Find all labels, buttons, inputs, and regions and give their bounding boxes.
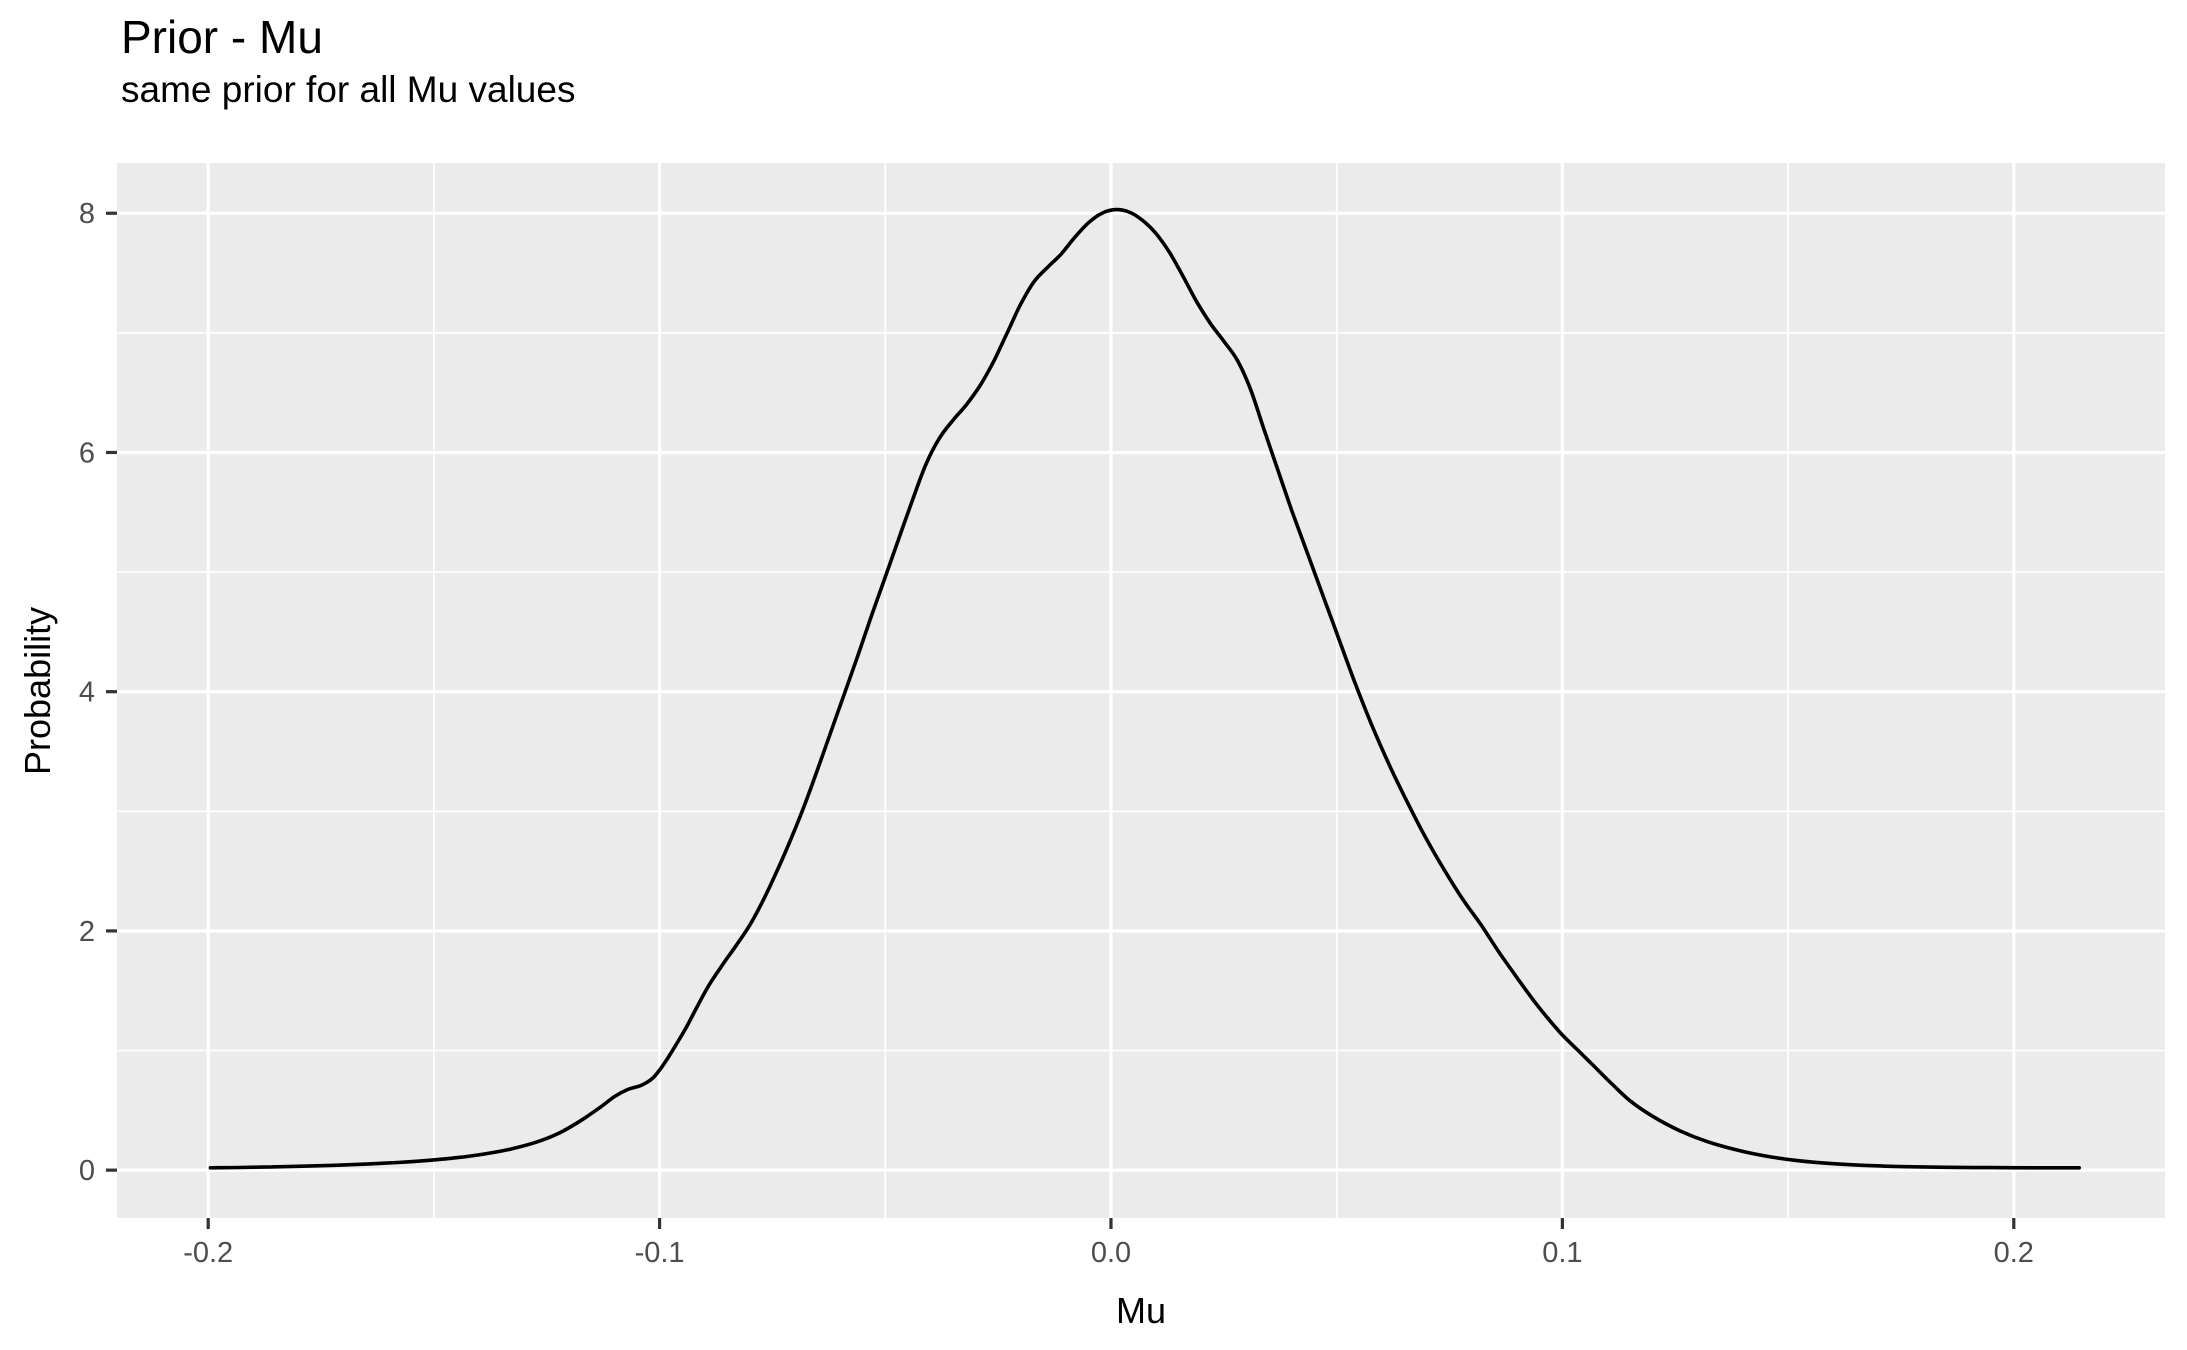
x-tick-label: -0.2 [183,1237,233,1269]
plot-subtitle: same prior for all Mu values [121,69,576,110]
y-tick-label: 8 [79,198,95,230]
plot-title: Prior - Mu [121,11,323,63]
x-tick-label: -0.1 [635,1237,685,1269]
y-tick-label: 4 [79,677,95,709]
x-tick-label: 0.0 [1091,1237,1131,1269]
density-curve [208,207,2081,1170]
y-tick-label: 6 [79,437,95,469]
y-axis-title: Probability [17,606,58,775]
x-tick-label: 0.2 [1994,1237,2034,1269]
y-tick-label: 0 [79,1155,95,1187]
x-axis-title: Mu [1115,1290,1166,1331]
x-tick-label: 0.1 [1542,1237,1582,1269]
y-tick-label: 2 [79,916,95,948]
